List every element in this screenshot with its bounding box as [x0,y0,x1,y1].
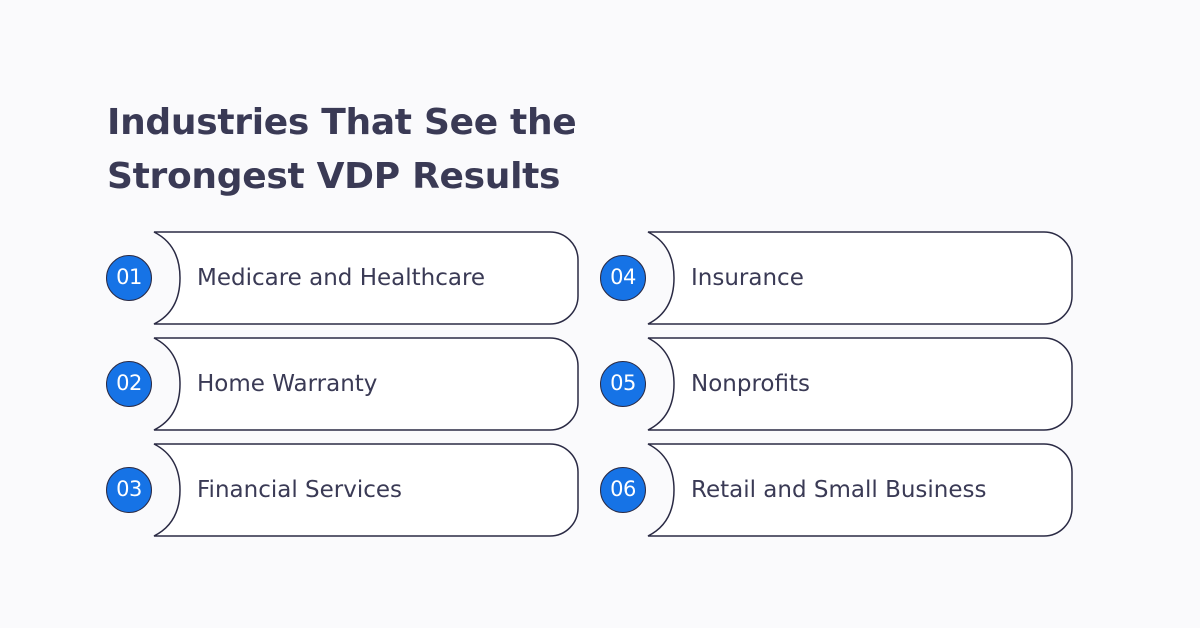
industry-label: Home Warranty [197,371,378,397]
industry-label: Insurance [691,265,804,291]
industry-label: Medicare and Healthcare [197,265,486,291]
card-outline [647,231,1073,325]
card-outline [153,443,579,537]
industry-card: 04 Insurance [598,230,1074,326]
industry-card: 02 Home Warranty [104,336,580,432]
title-line-2: Strongest VDP Results [107,156,561,197]
number-badge: 01 [106,255,152,301]
number-badge: 06 [600,467,646,513]
industry-card: 03 Financial Services [104,442,580,538]
industry-card: 05 Nonprofits [598,336,1074,432]
number-badge: 02 [106,361,152,407]
industry-label: Financial Services [197,477,403,503]
page-title: Industries That See the Strongest VDP Re… [107,96,667,204]
industry-card: 01 Medicare and Healthcare [104,230,580,326]
title-line-1: Industries That See the [107,102,577,143]
number-badge: 04 [600,255,646,301]
industry-label: Retail and Small Business [691,477,987,503]
number-badge: 03 [106,467,152,513]
industry-label: Nonprofits [691,371,810,397]
card-outline [647,443,1073,537]
industry-card: 06 Retail and Small Business [598,442,1074,538]
card-outline [153,337,579,431]
card-outline [153,231,579,325]
card-outline [647,337,1073,431]
number-badge: 05 [600,361,646,407]
